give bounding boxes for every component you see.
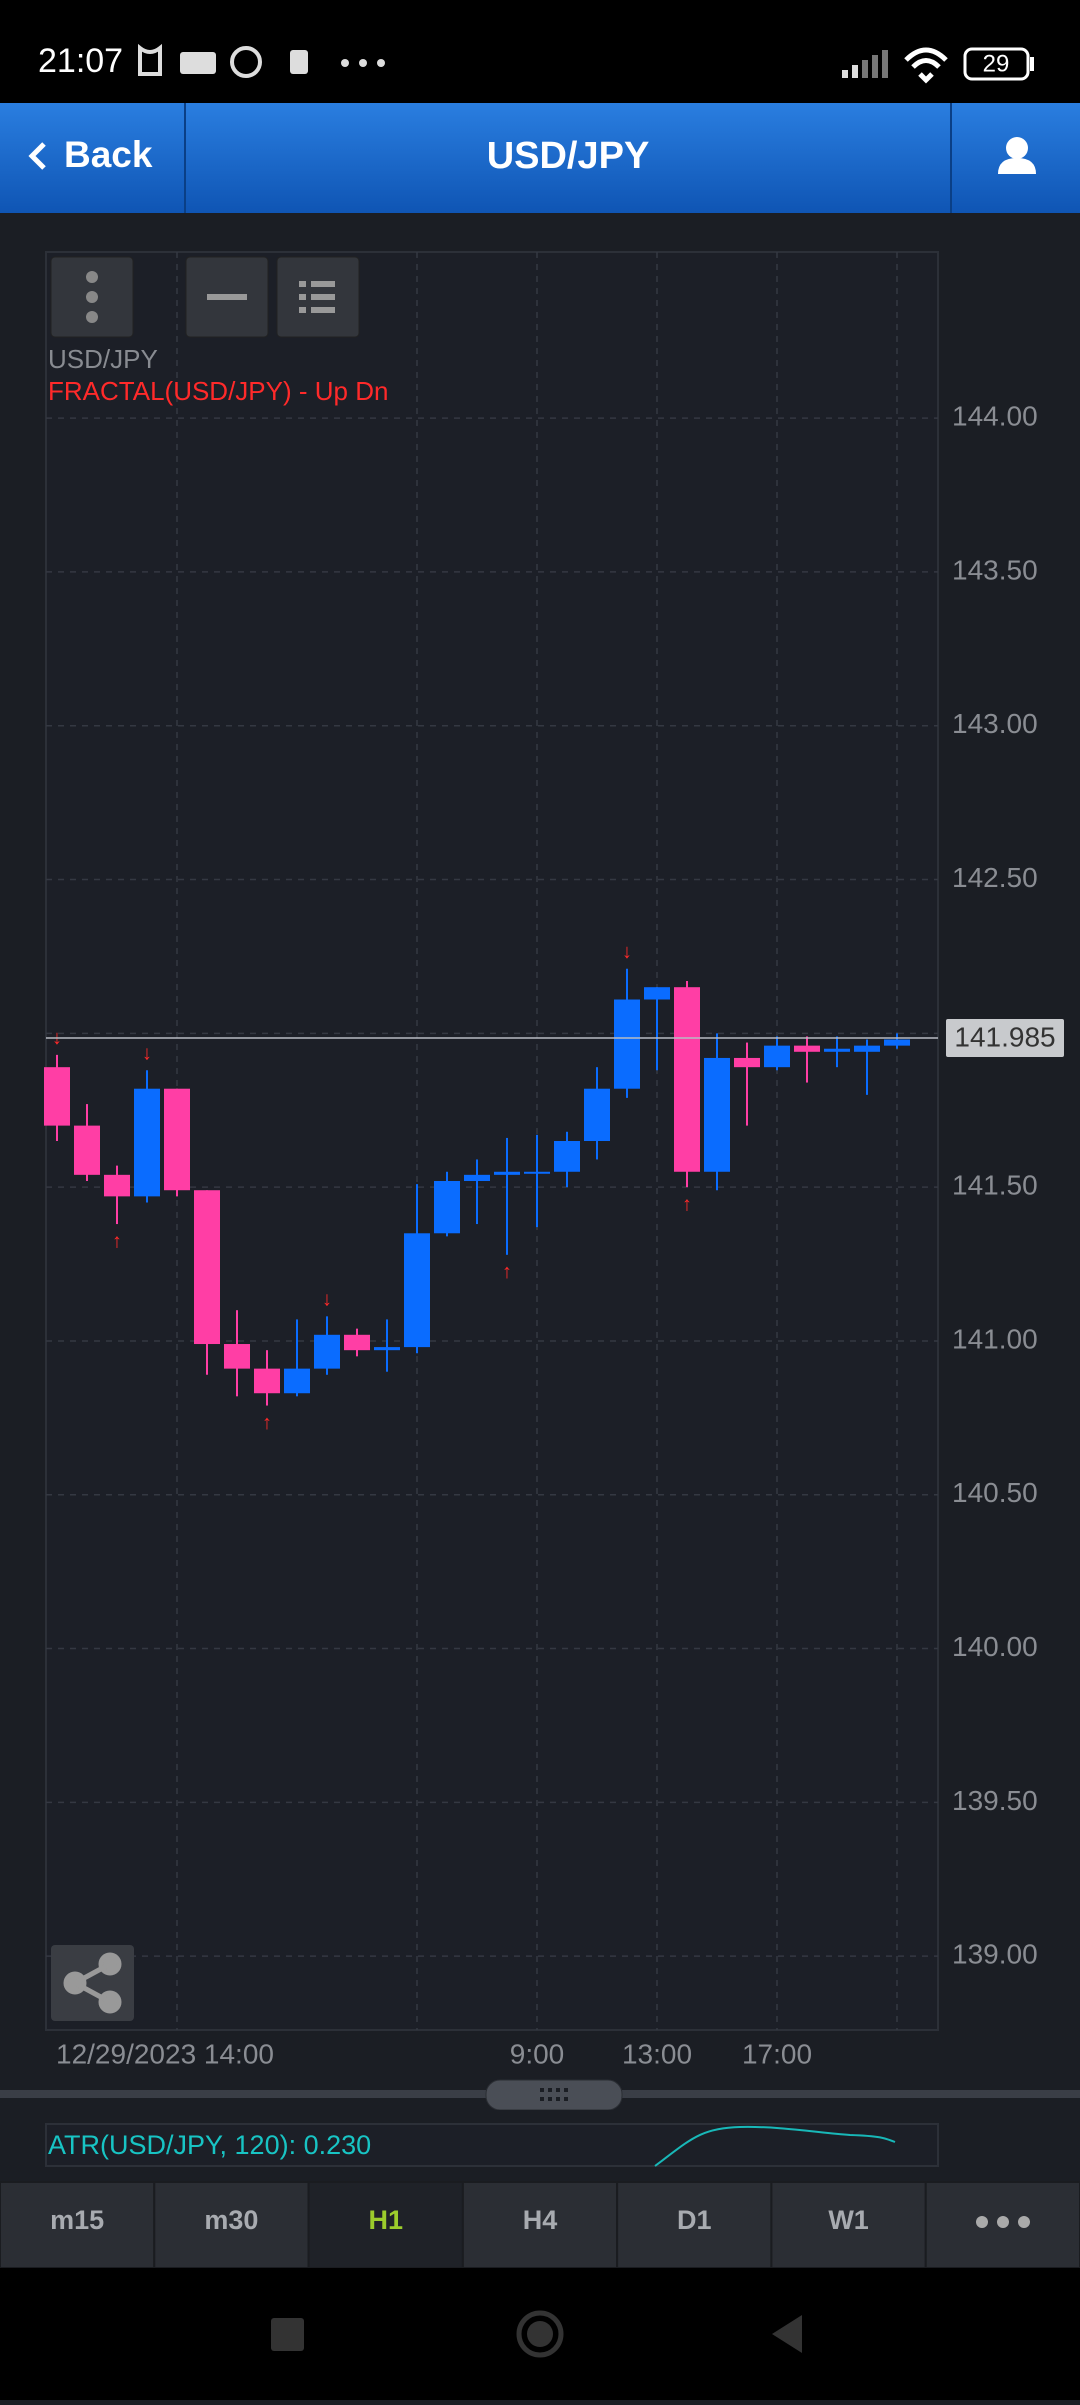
y-tick-label: 141.00 xyxy=(952,1323,1038,1354)
back-button[interactable]: Back xyxy=(28,134,153,175)
x-tick-label: 17:00 xyxy=(742,2038,812,2069)
fractal-down-marker: ↑ xyxy=(502,1261,512,1283)
account-button[interactable] xyxy=(998,137,1036,174)
candle-body xyxy=(584,1088,610,1141)
candle-body xyxy=(524,1171,550,1174)
handle-grip[interactable] xyxy=(540,2088,568,2101)
candle-body xyxy=(794,1045,820,1052)
candle-body xyxy=(644,987,670,1000)
timeframe-label[interactable]: D1 xyxy=(677,2205,712,2235)
menu-icon[interactable] xyxy=(86,271,98,323)
indicator-label: ATR(USD/JPY, 120): 0.230 xyxy=(48,2130,371,2160)
candle-body xyxy=(554,1141,580,1172)
candle-body xyxy=(104,1174,130,1197)
candle-body xyxy=(854,1045,880,1052)
candle-body xyxy=(674,987,700,1172)
timeframe-label[interactable]: m30 xyxy=(204,2205,258,2235)
candle-body xyxy=(734,1057,760,1068)
candle-body xyxy=(614,999,640,1089)
fractal-down-marker: ↑ xyxy=(262,1412,272,1434)
timeframe-label[interactable]: H4 xyxy=(523,2205,558,2235)
back-label[interactable]: Back xyxy=(64,134,153,175)
candle-body xyxy=(194,1190,220,1345)
x-tick-label: 12/29/2023 14:00 xyxy=(56,2038,274,2069)
candle-body xyxy=(824,1048,850,1052)
candle-body xyxy=(224,1344,250,1369)
y-tick-label: 140.50 xyxy=(952,1477,1038,1508)
timeframe-label[interactable]: H1 xyxy=(368,2205,403,2235)
header xyxy=(0,103,1080,213)
status-bar xyxy=(0,0,1080,103)
fractal-down-marker: ↑ xyxy=(112,1230,122,1252)
candle-body xyxy=(764,1045,790,1068)
candle-body xyxy=(374,1347,400,1351)
legend-symbol: USD/JPY xyxy=(48,344,158,374)
candle-body xyxy=(464,1174,490,1181)
battery-icon xyxy=(963,47,1030,81)
recents-button[interactable] xyxy=(271,2318,304,2351)
candle-body xyxy=(494,1171,520,1175)
y-tick-label: 140.00 xyxy=(952,1631,1038,1662)
fractal-up-marker: ↓ xyxy=(622,941,632,963)
home-button[interactable] xyxy=(516,2310,564,2358)
plot-area xyxy=(45,251,939,2031)
x-tick-label: 9:00 xyxy=(510,2038,565,2069)
y-tick-label: 142.50 xyxy=(952,862,1038,893)
status-icons xyxy=(138,43,385,78)
home-dot[interactable] xyxy=(527,2321,553,2347)
candle-body xyxy=(404,1233,430,1348)
last-price-box xyxy=(946,1018,1064,1057)
legend-indicator: FRACTAL(USD/JPY) - Up Dn xyxy=(48,376,388,406)
x-tick-label: 13:00 xyxy=(622,2038,692,2069)
fractal-up-marker: ↓ xyxy=(322,1289,332,1311)
candle-body xyxy=(164,1088,190,1191)
timeframe-tab[interactable] xyxy=(307,2181,464,2269)
line-icon[interactable] xyxy=(207,294,247,300)
list-icon[interactable] xyxy=(299,281,335,313)
candle-body xyxy=(134,1088,160,1197)
candle-body xyxy=(434,1180,460,1234)
timeframe-tab[interactable] xyxy=(616,2181,773,2269)
battery-tip xyxy=(1030,57,1034,71)
wifi-icon xyxy=(904,47,948,84)
last-price-label: 141.985 xyxy=(954,1021,1055,1052)
clock: 21:07 xyxy=(38,42,123,80)
timeframe-label[interactable]: m15 xyxy=(50,2205,104,2235)
y-tick-label: 144.00 xyxy=(952,401,1038,432)
candle-body xyxy=(284,1368,310,1394)
candle-body xyxy=(74,1125,100,1175)
back-nav-button[interactable] xyxy=(772,2315,802,2353)
share-icon[interactable] xyxy=(63,1952,122,2014)
candle-body xyxy=(884,1039,910,1046)
signal-icon xyxy=(842,50,888,78)
fractal-up-marker: ↓ xyxy=(142,1043,152,1065)
candle-body xyxy=(44,1067,70,1126)
candle-body xyxy=(704,1057,730,1172)
share-button[interactable] xyxy=(51,1945,134,2021)
y-tick-label: 141.50 xyxy=(952,1170,1038,1201)
y-tick-label: 143.50 xyxy=(952,554,1038,585)
fractal-down-marker: ↑ xyxy=(682,1193,692,1215)
indicator-area xyxy=(45,2123,939,2167)
candle-body xyxy=(314,1334,340,1369)
y-tick-label: 139.50 xyxy=(952,1785,1038,1816)
indicator-line xyxy=(654,2125,896,2167)
battery-level: 29 xyxy=(983,50,1010,77)
page-title: USD/JPY xyxy=(487,135,650,177)
more-button[interactable] xyxy=(976,2216,1030,2228)
y-tick-label: 143.00 xyxy=(952,708,1038,739)
timeframe-label[interactable]: W1 xyxy=(828,2205,869,2235)
pane-handle[interactable] xyxy=(485,2079,623,2111)
candle-body xyxy=(254,1368,280,1394)
candle-body xyxy=(344,1334,370,1351)
y-tick-label: 139.00 xyxy=(952,1939,1038,1970)
